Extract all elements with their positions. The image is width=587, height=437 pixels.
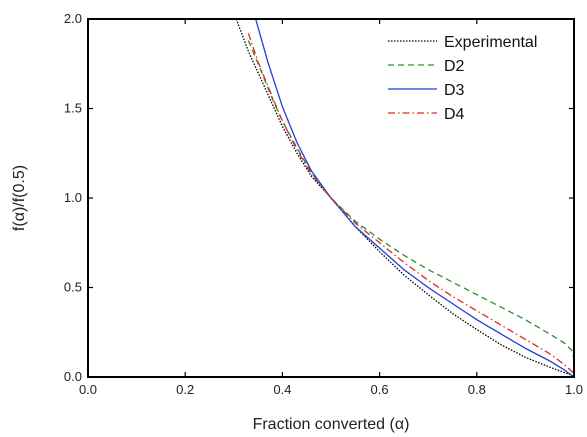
- plot-frame: [87, 18, 575, 378]
- x-tick-label: 0.4: [273, 382, 291, 397]
- x-tick-label: 0.0: [79, 382, 97, 397]
- series-line-d2: [247, 40, 574, 360]
- y-tick-label: 0.5: [64, 280, 82, 295]
- legend: Experimental D2 D3 D4: [388, 34, 537, 123]
- legend-label-d4: D4: [444, 106, 465, 123]
- y-tick-label: 2.0: [64, 11, 82, 26]
- y-axis-title: f(α)/f(0.5): [11, 165, 28, 231]
- y-tick-label: 0.0: [64, 369, 82, 384]
- x-axis-title: Fraction converted (α): [253, 416, 410, 433]
- y-tick-label: 1.0: [64, 190, 82, 205]
- x-tick-label: 0.2: [176, 382, 194, 397]
- series-group: [235, 19, 574, 377]
- x-tick-label: 1.0: [565, 382, 583, 397]
- x-tick-label: 0.6: [371, 382, 389, 397]
- series-line-d3: [255, 19, 574, 377]
- legend-label-d2: D2: [444, 58, 465, 75]
- series-line-d4: [247, 33, 574, 374]
- x-tick-label: 0.8: [468, 382, 486, 397]
- legend-label-d3: D3: [444, 82, 465, 99]
- series-line-experimental: [235, 19, 574, 377]
- y-tick-label: 1.5: [64, 101, 82, 116]
- legend-label-experimental: Experimental: [444, 34, 537, 51]
